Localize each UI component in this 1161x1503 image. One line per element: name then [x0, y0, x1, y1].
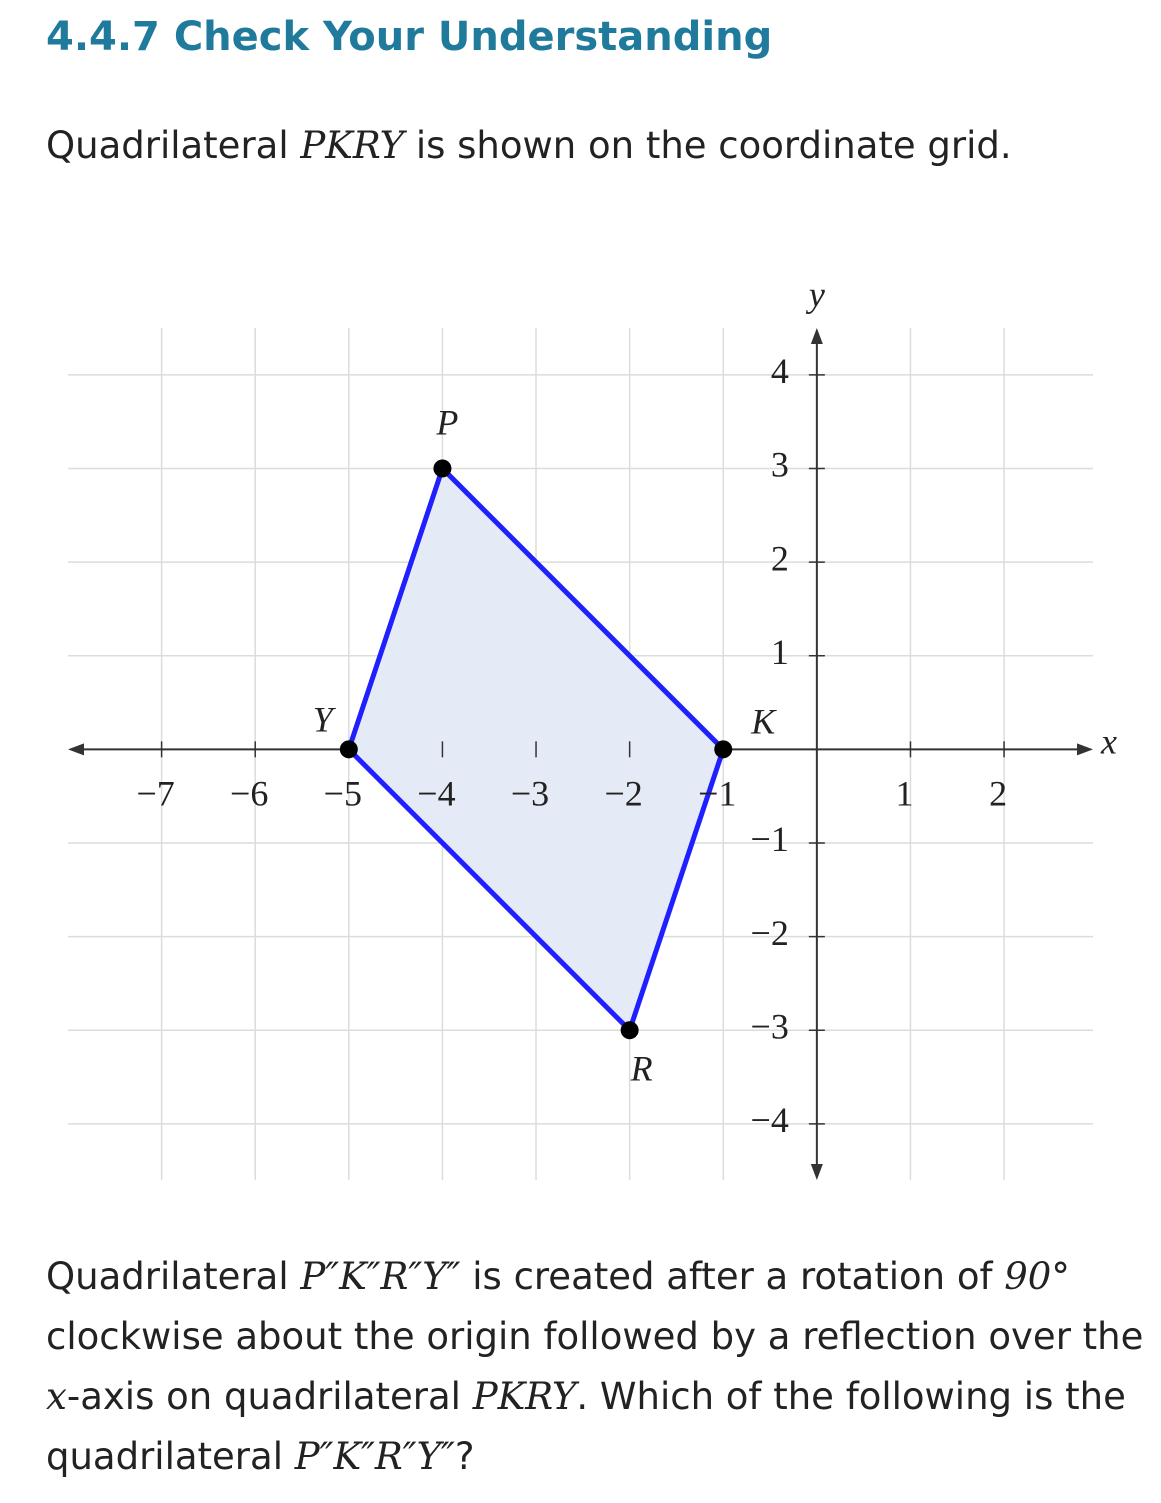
x-tick-label: −2 [604, 774, 642, 814]
text: Quadrilateral [46, 1255, 301, 1298]
text: clockwise about the origin followed by a… [46, 1255, 1156, 1358]
y-tick-label: 4 [771, 351, 789, 391]
intro: Quadrilateral PKRY is shown on the coord… [46, 116, 1146, 176]
chart: x y −7 −6 −5 −4 −3 −2 −1 1 2 −4 −3 −2 −1 1 2 3 4 P K R Y [68, 274, 1117, 1180]
title: 4.4.7 Check Your Understanding [46, 14, 773, 60]
arrow [1077, 743, 1093, 756]
axis-label: x [1100, 722, 1117, 762]
arrow [810, 328, 823, 344]
y-tick-label: −4 [751, 1100, 789, 1140]
text: ? [454, 1435, 475, 1478]
y-tick-label: 3 [771, 445, 789, 485]
vertex-label: K [750, 702, 777, 742]
text: is created after a rotation of [460, 1255, 1005, 1298]
text: Quadrilateral [46, 124, 301, 167]
arrow [810, 1164, 823, 1180]
x-tick-label: −4 [417, 774, 455, 814]
x-tick-label: −7 [136, 774, 174, 814]
text: is shown on the coordinate grid. [404, 124, 1012, 167]
x-tick-label: 2 [989, 774, 1007, 814]
math: P″K″R″Y″ [294, 1435, 455, 1478]
math: PKRY [300, 124, 405, 167]
x-tick-label: −3 [511, 774, 549, 814]
vertex-label: P [435, 403, 458, 443]
text: -axis on quadrilateral [66, 1375, 473, 1418]
math: x [46, 1375, 67, 1418]
math: 90° [1004, 1255, 1070, 1298]
vertex-label: R [630, 1048, 653, 1088]
y-tick-label: −3 [751, 1006, 789, 1046]
vertex [620, 1021, 639, 1040]
y-tick-label: 2 [771, 538, 789, 578]
y-tick-label: −1 [751, 819, 789, 859]
y-tick-label: −2 [751, 913, 789, 953]
axis-label: y [806, 274, 825, 314]
vertex-label: Y [313, 700, 337, 740]
x-tick-label: −6 [230, 774, 268, 814]
x-tick-label: −1 [698, 774, 736, 814]
arrow [68, 743, 84, 756]
x-tick-label: 1 [895, 774, 913, 814]
vertex [714, 740, 733, 759]
math: P″K″R″Y″ [300, 1255, 461, 1298]
y-tick-label: 1 [771, 632, 789, 672]
vertex [433, 459, 452, 478]
text: . Which of the following is the quadrila… [46, 1375, 1138, 1478]
vertex [339, 740, 358, 759]
x-tick-label: −5 [324, 774, 362, 814]
question: Quadrilateral P″K″R″Y″ is created after … [46, 1247, 1146, 1487]
math: PKRY [472, 1375, 577, 1418]
